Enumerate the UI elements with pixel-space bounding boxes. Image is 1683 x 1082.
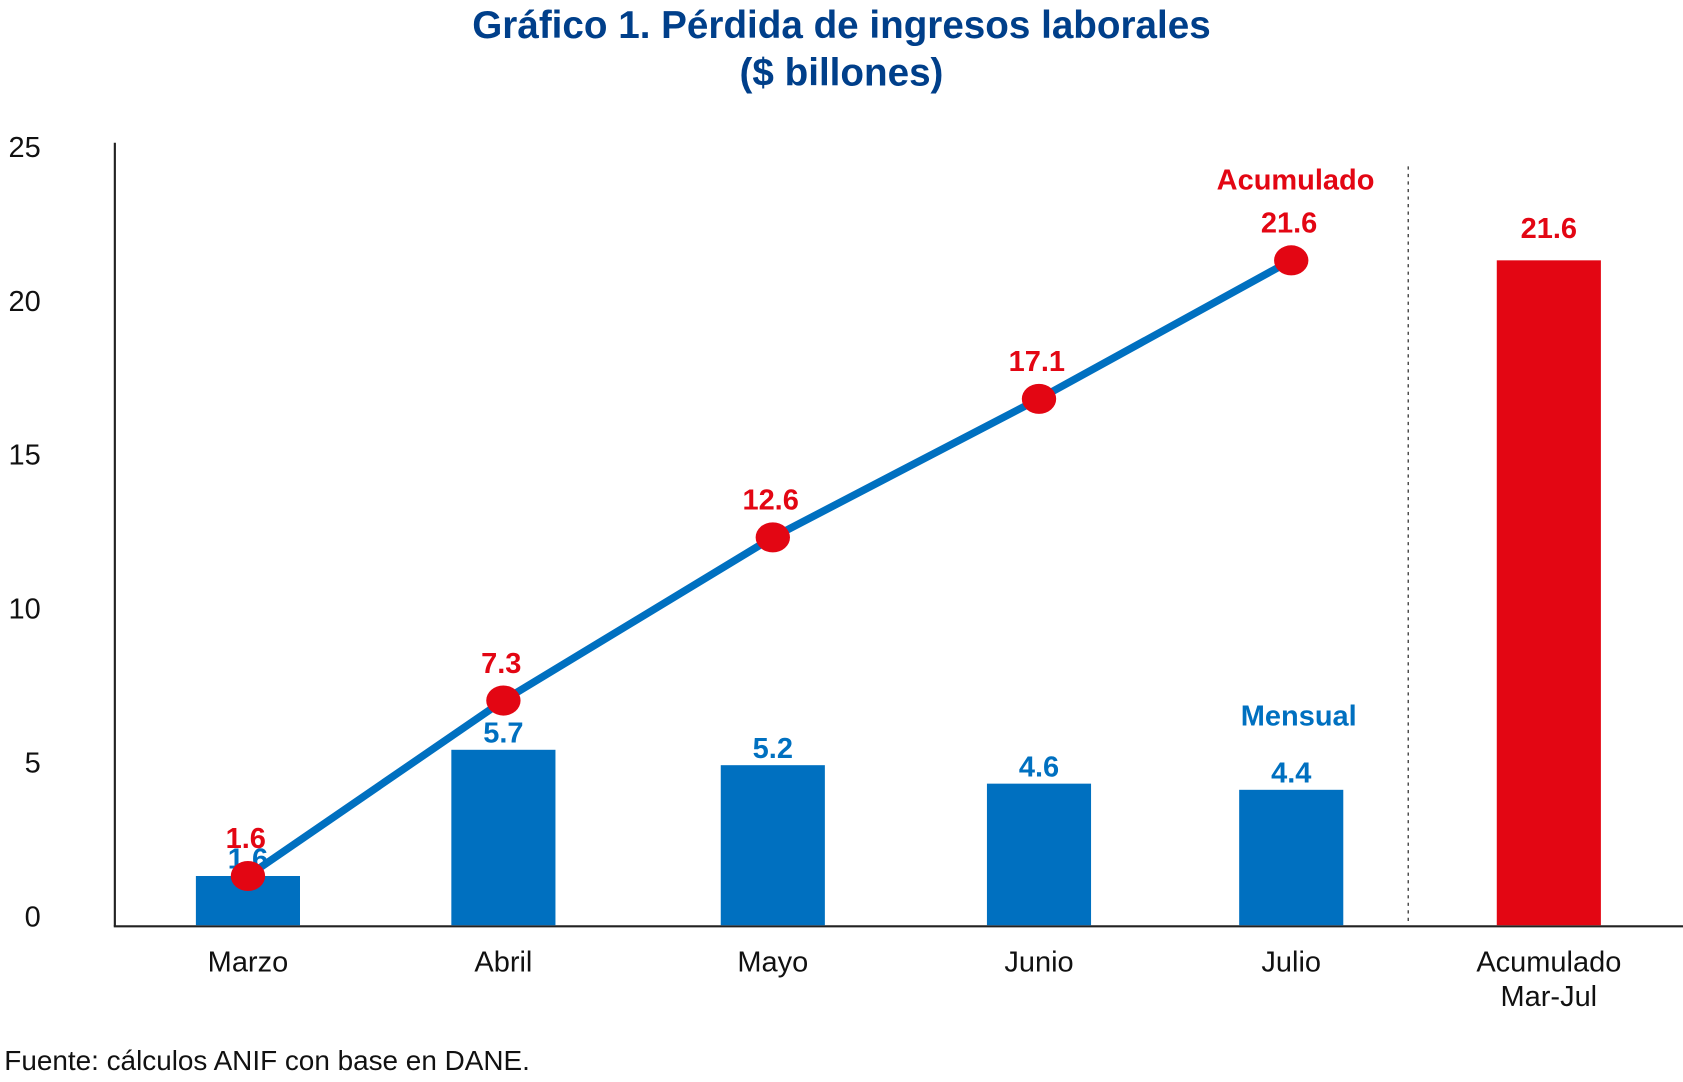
line-value-label: 1.6: [226, 823, 266, 855]
bar-value-label: 5.2: [753, 733, 793, 765]
bar: [451, 749, 556, 926]
bar-value-label: 5.7: [483, 717, 523, 749]
x-label-box: Marzo: [207, 945, 289, 978]
line-marker: [1021, 383, 1057, 414]
chart-subtitle: ($ billones): [740, 51, 944, 94]
source-note: Fuente: cálculos ANIF con base en DANE.: [4, 1045, 530, 1076]
bar: [720, 765, 825, 926]
line-value-label: 21.6: [1261, 208, 1317, 240]
line-value-label: 12.6: [742, 485, 798, 517]
x-tick-label: Acumulado Mar-Jul: [1476, 945, 1622, 1013]
series-label: Acumulado: [1217, 165, 1375, 197]
y-tick-label: 0: [25, 901, 41, 933]
line-marker: [1274, 245, 1309, 276]
x-tick-label: Abril: [474, 945, 533, 978]
x-tick-label: Mayo: [737, 945, 809, 978]
y-tick-label: 25: [9, 132, 41, 164]
x-tick-label: Junio: [1004, 945, 1074, 978]
x-label-box: Mayo: [737, 945, 809, 978]
y-tick-label: 15: [9, 440, 41, 472]
x-tick-label: Marzo: [207, 945, 289, 978]
y-tick-label: 20: [9, 286, 41, 318]
total-value-label: 21.6: [1521, 213, 1577, 245]
bar: [986, 783, 1092, 926]
bar-value-label: 4.6: [1019, 751, 1059, 783]
line-value-label: 17.1: [1009, 346, 1065, 378]
line-marker: [230, 860, 266, 892]
total-bar: [1496, 260, 1601, 926]
x-label-box: Abril: [474, 945, 533, 978]
x-tick-label: Julio: [1261, 945, 1322, 978]
line-marker: [486, 685, 521, 716]
y-tick-label: 5: [25, 748, 41, 780]
bar: [1239, 789, 1344, 926]
y-tick-label: 10: [9, 594, 41, 626]
bar-value-label: 4.4: [1271, 757, 1311, 789]
x-label-box: Julio: [1261, 945, 1322, 978]
series-label: Mensual: [1241, 701, 1357, 733]
line-value-label: 7.3: [481, 648, 521, 680]
chart-title: Gráfico 1. Pérdida de ingresos laborales: [472, 4, 1210, 47]
x-label-box: Acumulado Mar-Jul: [1476, 945, 1622, 1013]
x-label-box: Junio: [1004, 945, 1074, 978]
line-marker: [755, 522, 790, 553]
